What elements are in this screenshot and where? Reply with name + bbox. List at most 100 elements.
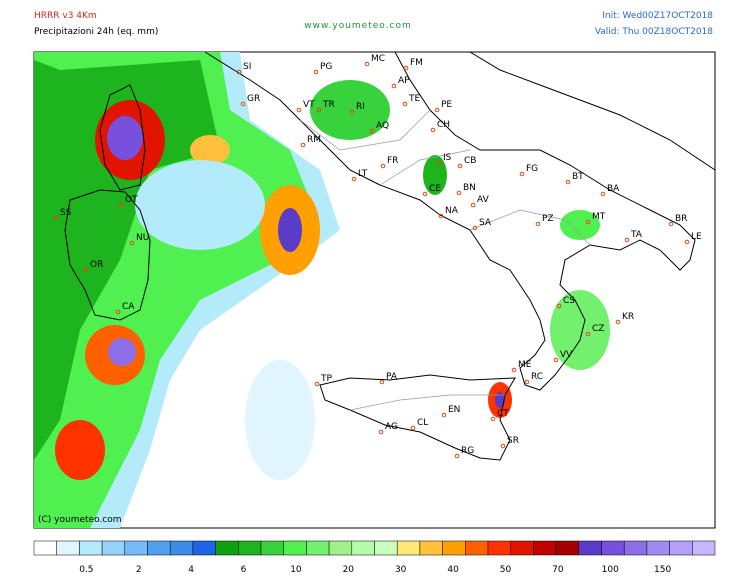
colorbar-swatch — [669, 540, 693, 556]
city-marker — [454, 453, 460, 459]
city-marker — [585, 331, 591, 337]
city-label: RM — [307, 135, 321, 145]
model: HRRR v3 4Km — [34, 11, 97, 21]
city-label: RG — [461, 446, 474, 456]
city-label: TE — [408, 94, 420, 104]
colorbar-swatch — [56, 540, 80, 556]
colorbar-swatch — [147, 540, 171, 556]
city-label: RC — [531, 372, 543, 382]
city-marker — [118, 202, 124, 208]
city-label: LE — [691, 232, 702, 242]
city-marker — [314, 381, 320, 387]
city-marker — [684, 239, 690, 245]
city-marker — [624, 237, 630, 243]
city-label: AQ — [376, 121, 389, 131]
colorbar-label: 100 — [602, 565, 619, 575]
city-marker — [585, 219, 591, 225]
colorbar-swatch — [419, 540, 443, 556]
city-marker — [511, 367, 517, 373]
valid: Valid: Thu 00Z18OCT2018 — [595, 27, 713, 37]
city-label: PZ — [542, 214, 554, 224]
city-label: CA — [122, 302, 135, 312]
colorbar-swatch — [328, 540, 353, 556]
city-label: GR — [247, 94, 260, 104]
colorbar-swatch — [215, 540, 239, 556]
city-marker — [434, 107, 440, 113]
city-marker — [430, 127, 436, 133]
colorbar-swatch — [442, 540, 466, 556]
colorbar-swatch — [101, 540, 126, 556]
city-label: RI — [356, 102, 365, 112]
colorbar-label: 70 — [552, 565, 564, 575]
colorbar-label: 0.5 — [79, 565, 93, 575]
site: www.youmeteo.com — [304, 21, 411, 31]
city-marker — [402, 101, 408, 107]
city-label: CL — [417, 418, 428, 428]
city-marker — [441, 412, 447, 418]
colorbar-swatch — [169, 540, 194, 556]
city-label: KR — [622, 312, 634, 322]
city-label: CT — [497, 409, 509, 419]
city-label: PG — [320, 62, 332, 72]
colorbar-label: 10 — [290, 565, 302, 575]
colorbar-label: 4 — [188, 565, 194, 575]
colorbar-swatch — [601, 540, 625, 556]
colorbar-swatch — [692, 540, 716, 556]
city-label: AG — [385, 422, 398, 432]
city-marker — [565, 179, 571, 185]
colorbar-swatch — [283, 540, 307, 556]
city-marker — [470, 202, 476, 208]
colorbar-swatch — [374, 540, 398, 556]
city-marker — [553, 357, 559, 363]
city-marker — [83, 267, 89, 273]
city-label: LT — [358, 169, 368, 179]
city-marker — [600, 191, 606, 197]
city-label: AV — [477, 195, 490, 205]
city-label: FG — [526, 164, 538, 174]
city-marker — [369, 128, 375, 134]
city-label: SR — [507, 436, 519, 446]
city-marker — [668, 221, 674, 227]
city-label: SS — [60, 208, 72, 218]
city-label: BA — [607, 184, 620, 194]
colorbar-swatch — [555, 540, 580, 556]
city-label: VV — [560, 350, 573, 360]
colorbar: 0.5 2 4 6 10 20 30 40 50 70 100 150 — [33, 540, 716, 575]
city-label: BR — [675, 214, 687, 224]
city-marker — [236, 69, 242, 75]
city-label: TP — [320, 374, 332, 384]
city-marker — [500, 443, 506, 449]
city-marker — [410, 425, 416, 431]
city-label: CB — [464, 156, 476, 166]
colorbar-swatch — [33, 540, 57, 556]
init: Init: Wed00Z17OCT2018 — [602, 11, 713, 21]
city-marker — [436, 160, 442, 166]
city-marker — [615, 319, 621, 325]
colorbar-swatch — [510, 540, 534, 556]
city-label: TA — [630, 230, 643, 240]
city-marker — [380, 163, 386, 169]
city-marker — [457, 163, 463, 169]
city-marker — [403, 65, 409, 71]
city-marker — [364, 61, 370, 67]
colorbar-swatch — [79, 540, 103, 556]
colorbar-label: 2 — [136, 565, 142, 575]
colorbar-swatch — [623, 540, 648, 556]
city-marker — [313, 69, 319, 75]
borders — [299, 109, 591, 411]
city-marker — [519, 171, 525, 177]
city-label: PA — [386, 372, 398, 382]
city-marker — [535, 221, 541, 227]
city-label: CZ — [592, 324, 604, 334]
colorbar-label: 50 — [500, 565, 512, 575]
city-marker — [351, 176, 357, 182]
city-label: SA — [479, 218, 492, 228]
city-label: EN — [448, 405, 460, 415]
city-label: ME — [518, 360, 532, 370]
city-label: NU — [136, 233, 149, 243]
city-marker — [391, 83, 397, 89]
city-marker — [422, 191, 428, 197]
colorbar-swatch — [351, 540, 375, 556]
